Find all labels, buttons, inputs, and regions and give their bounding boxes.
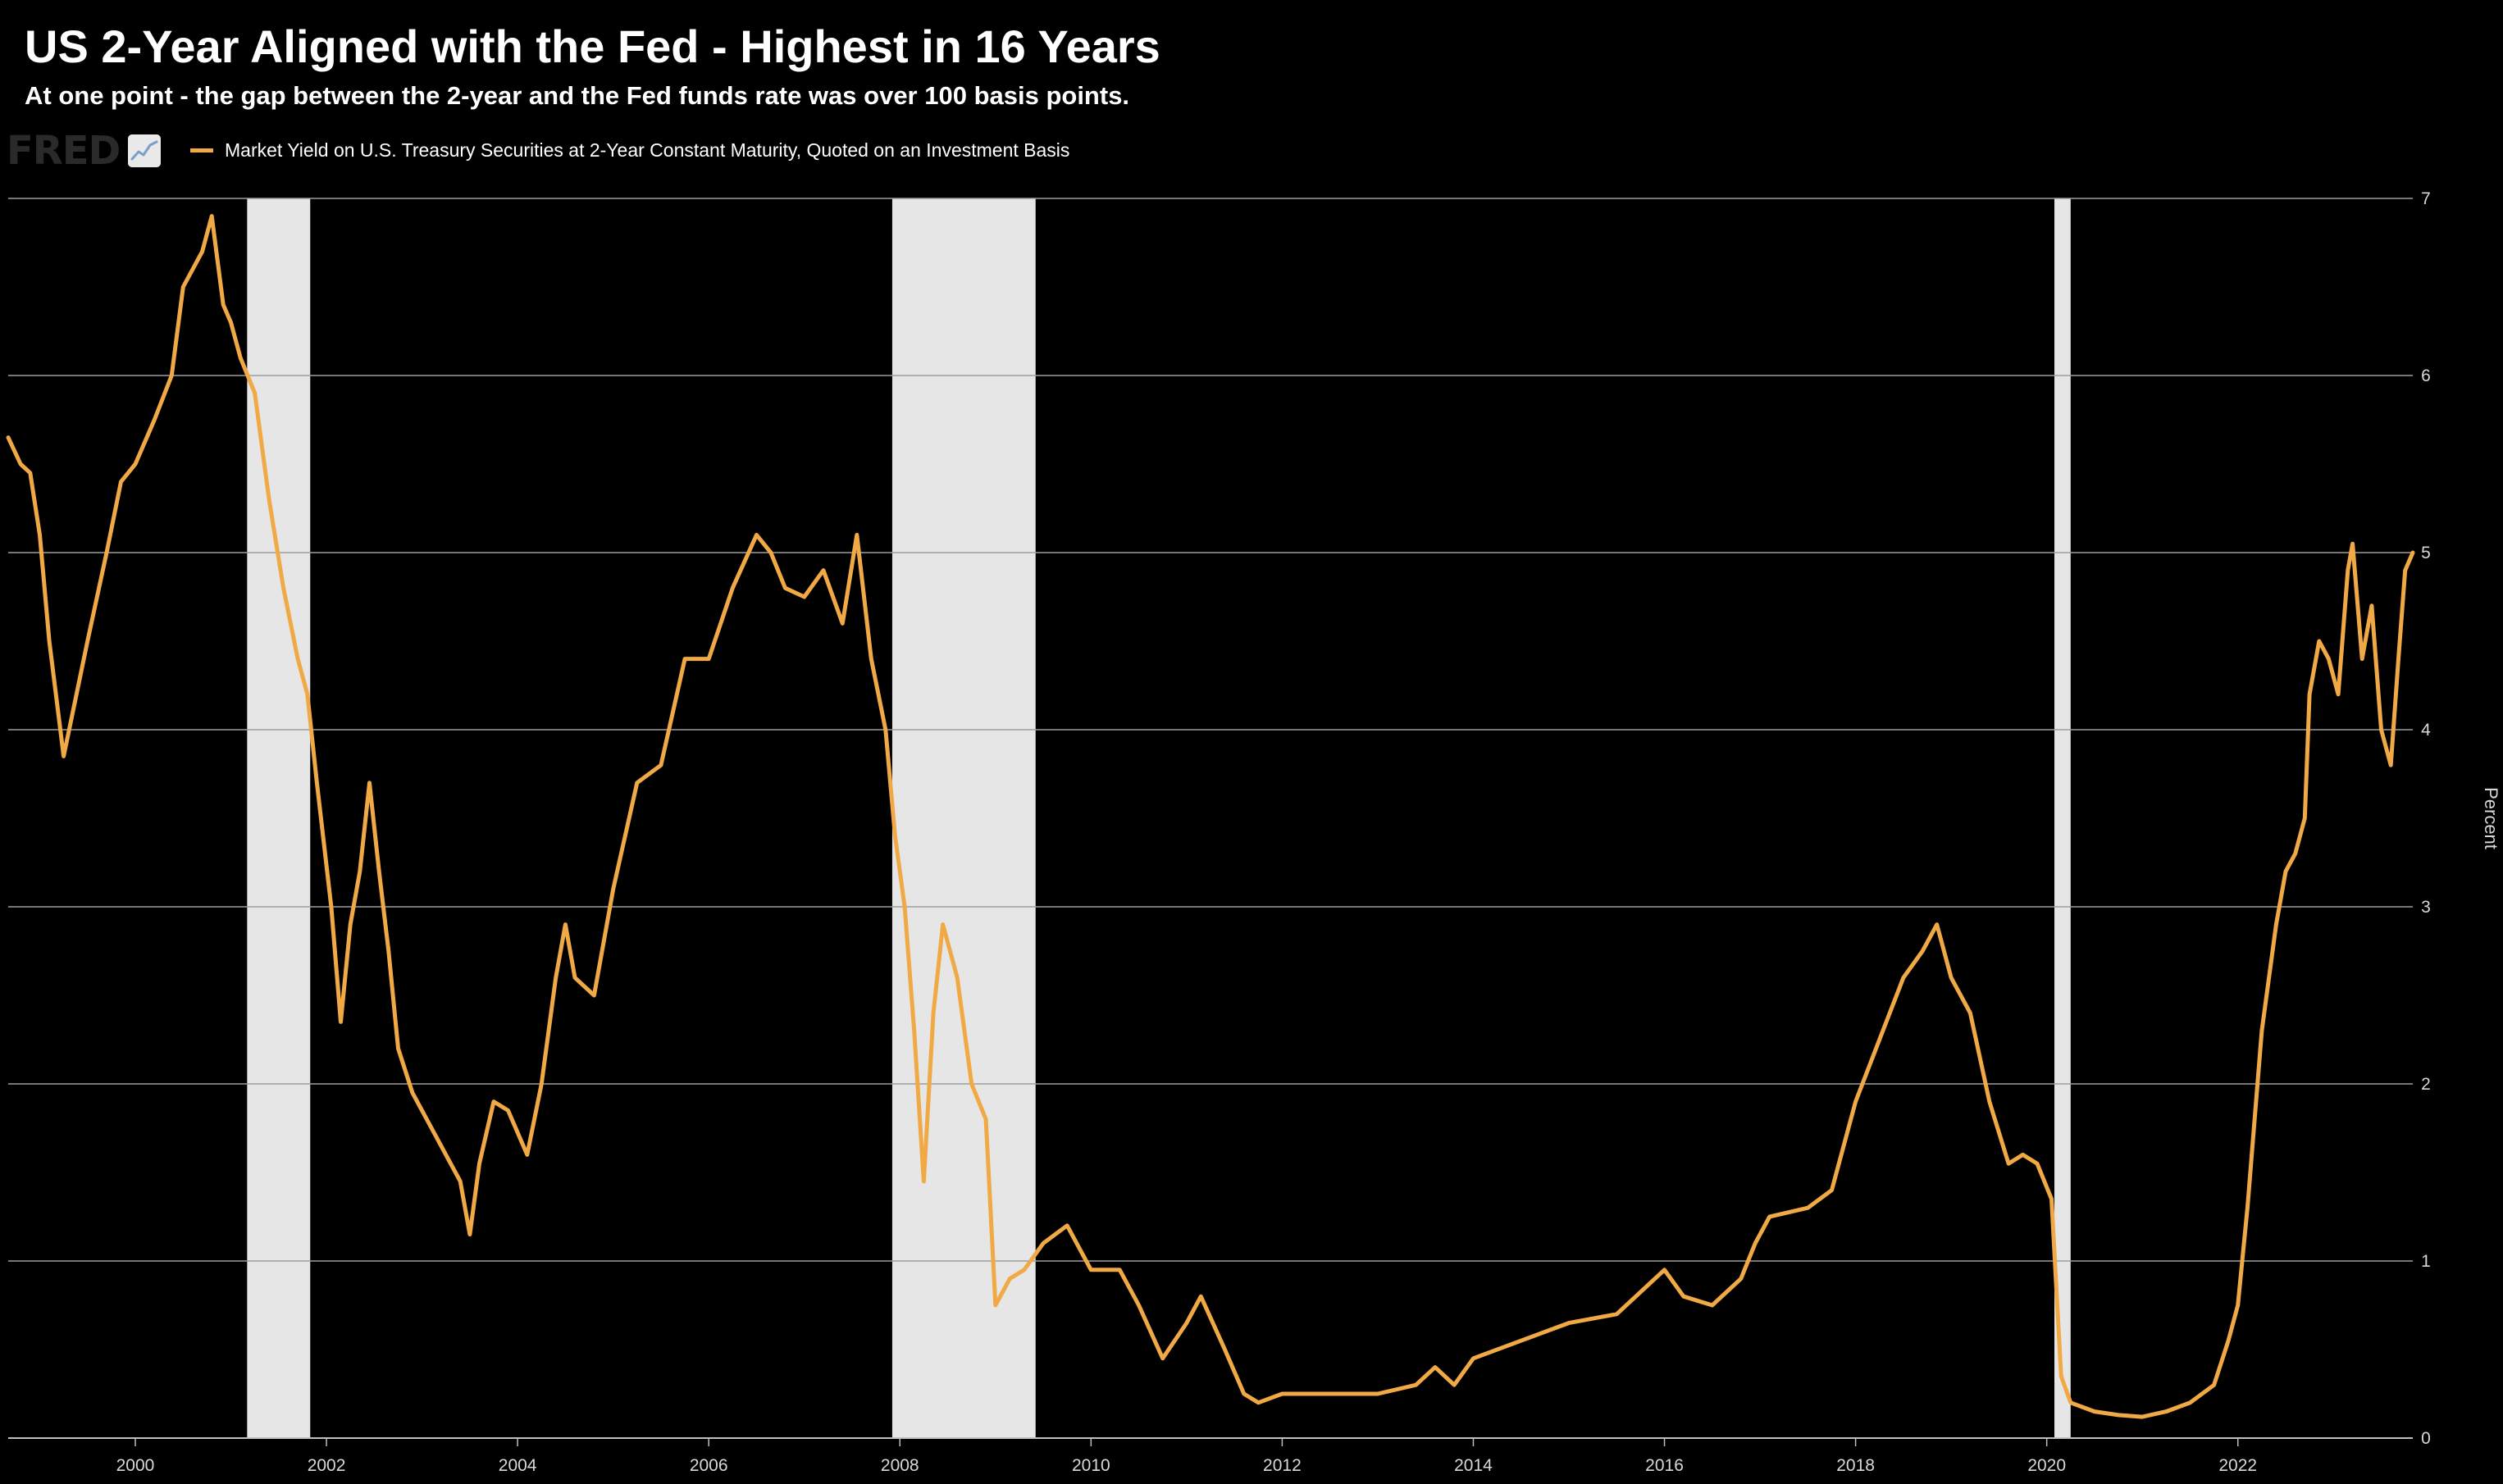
x-tick-label: 2000 bbox=[116, 1456, 155, 1475]
x-axis: 2000 2002 2004 2006 2008 2010 2012 2014 2016 2018… bbox=[116, 1438, 2257, 1475]
fred-logo[interactable]: FRED bbox=[7, 128, 162, 174]
y-tick-label: 1 bbox=[2421, 1252, 2431, 1271]
page-title: US 2-Year Aligned with the Fed - Highest… bbox=[25, 20, 1160, 72]
x-tick-label: 2018 bbox=[1836, 1456, 1875, 1475]
chart-series bbox=[6, 214, 2415, 1419]
x-tick-label: 2002 bbox=[308, 1456, 346, 1475]
legend-label: Market Yield on U.S. Treasury Securities… bbox=[225, 139, 1070, 161]
recession-band-2 bbox=[891, 198, 1036, 1438]
recession-band-1 bbox=[247, 198, 311, 1438]
x-tick-label: 2008 bbox=[881, 1456, 919, 1475]
legend-swatch bbox=[190, 148, 213, 152]
x-tick-label: 2004 bbox=[499, 1456, 537, 1475]
y-tick-label: 5 bbox=[2421, 544, 2431, 562]
series-line-1 bbox=[6, 214, 2415, 1419]
x-tick-label: 2006 bbox=[690, 1456, 728, 1475]
y-tick-label: 3 bbox=[2421, 898, 2431, 917]
x-tick-label: 2020 bbox=[2027, 1456, 2066, 1475]
trend-chart-icon bbox=[128, 134, 162, 167]
fred-logo-text: FRED bbox=[7, 128, 121, 174]
x-tick-label: 2016 bbox=[1645, 1456, 1684, 1475]
y-tick-label: 7 bbox=[2421, 189, 2431, 208]
y-axis: 0 1 2 3 4 5 6 7 bbox=[2421, 189, 2431, 1448]
recession-band-3 bbox=[2054, 198, 2071, 1438]
y-tick-label: 4 bbox=[2421, 721, 2431, 740]
x-tick-label: 2014 bbox=[1454, 1456, 1493, 1475]
x-tick-label: 2010 bbox=[1072, 1456, 1110, 1475]
page-subtitle: At one point - the gap between the 2-yea… bbox=[25, 81, 1130, 110]
x-tick-label: 2012 bbox=[1263, 1456, 1302, 1475]
chart-legend[interactable]: Market Yield on U.S. Treasury Securities… bbox=[190, 139, 1069, 162]
chart-gridlines bbox=[8, 198, 2413, 1439]
x-tick-label: 2022 bbox=[2218, 1456, 2257, 1475]
recession-shading bbox=[247, 198, 2071, 1438]
y-tick-label: 6 bbox=[2421, 366, 2431, 385]
y-axis-title: Percent bbox=[2481, 787, 2501, 849]
y-tick-label: 2 bbox=[2421, 1075, 2431, 1094]
y-tick-label: 0 bbox=[2421, 1429, 2431, 1448]
